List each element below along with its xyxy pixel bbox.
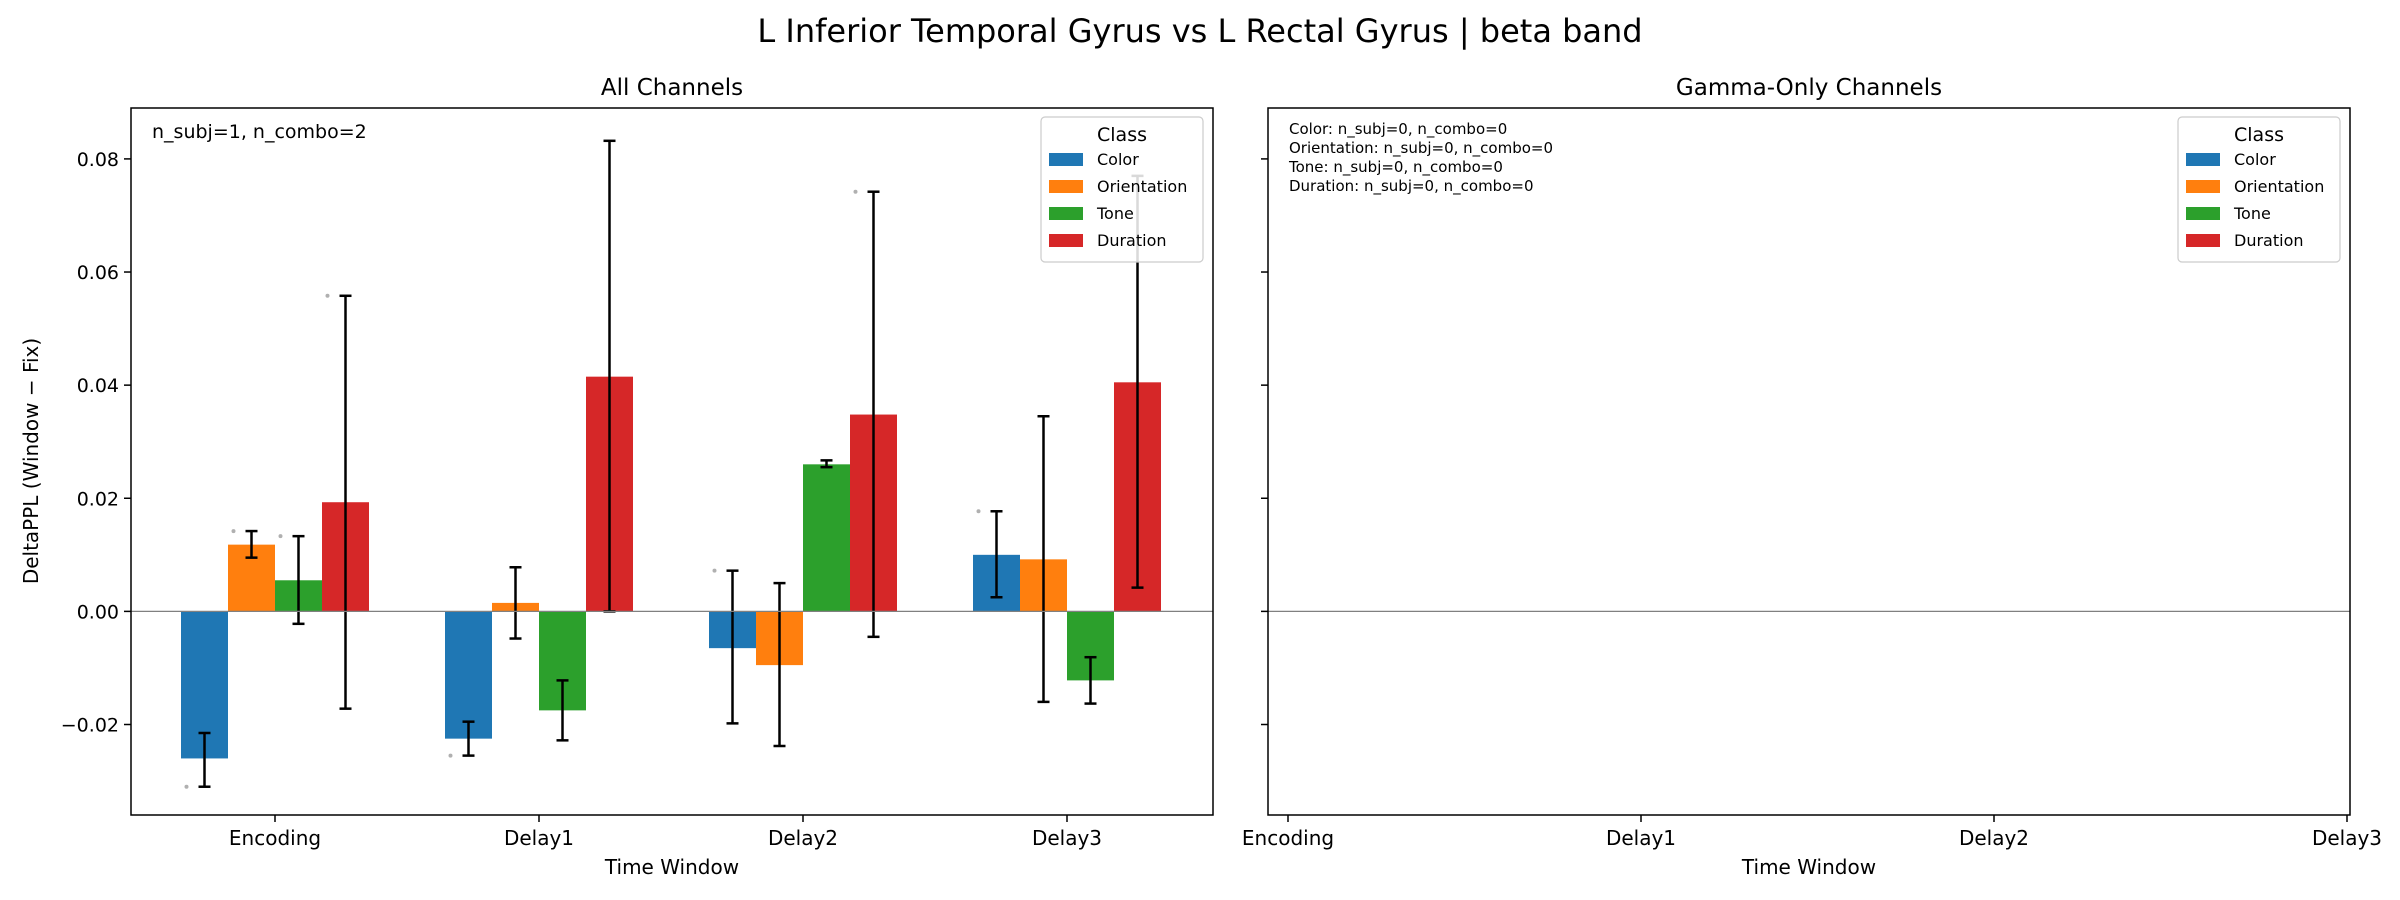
legend-label-duration: Duration xyxy=(2234,231,2304,250)
legend: Class Color Orientation Tone Duration xyxy=(2177,116,2341,263)
x-tick-label: Encoding xyxy=(229,826,321,850)
figure-suptitle: L Inferior Temporal Gyrus vs L Rectal Gy… xyxy=(757,12,1642,50)
legend-label-orientation: Orientation xyxy=(1097,177,1187,196)
panel-all-channels: All Channels −0.02 0.00 0.02 0.04 0.06 0.08 E… xyxy=(19,75,1214,879)
y-tick-label: 0.02 xyxy=(77,488,119,510)
axes-frame xyxy=(130,107,1214,816)
data-point xyxy=(448,753,453,758)
legend-title: Class xyxy=(1097,124,1147,146)
y-tick-label: 0.00 xyxy=(77,601,119,623)
annotation-line: Duration: n_subj=0, n_combo=0 xyxy=(1289,177,1534,196)
panel-title: Gamma-Only Channels xyxy=(1676,75,1942,101)
legend-swatch-color xyxy=(1049,153,1083,166)
y-axis-label: DeltaPPL (Window − Fix) xyxy=(19,338,43,584)
axes-frame xyxy=(1267,107,2351,816)
legend-label-color: Color xyxy=(1097,150,1139,169)
x-tick-label: Delay1 xyxy=(1606,826,1676,850)
annotation-line: Color: n_subj=0, n_combo=0 xyxy=(1289,120,1507,139)
legend-label-tone: Tone xyxy=(1096,204,1134,223)
legend-label-tone: Tone xyxy=(2233,204,2271,223)
y-tick-label: 0.04 xyxy=(77,375,119,397)
legend-swatch-duration xyxy=(1049,234,1083,247)
x-tick-label: Delay3 xyxy=(2312,826,2382,850)
data-point xyxy=(712,568,717,573)
data-point xyxy=(231,529,236,534)
y-tick-label: −0.02 xyxy=(61,715,119,737)
x-tick-label: Delay2 xyxy=(1959,826,2029,850)
panel-title: All Channels xyxy=(601,75,743,101)
legend-swatch-orientation xyxy=(2186,180,2220,193)
x-tick-label: Encoding xyxy=(1242,826,1334,850)
annotation-line: Tone: n_subj=0, n_combo=0 xyxy=(1288,158,1503,177)
y-tick-label: 0.06 xyxy=(77,262,119,284)
data-point xyxy=(853,189,858,194)
legend-swatch-tone xyxy=(1049,207,1083,220)
sample-size-annotation: n_subj=1, n_combo=2 xyxy=(152,121,367,143)
x-tick-label: Delay3 xyxy=(1032,826,1102,850)
x-axis-label: Time Window xyxy=(604,855,739,879)
panel-gamma-only-channels: Gamma-Only Channels Encoding Delay1 Delay2… xyxy=(1242,75,2382,879)
bar-tone-delay2 xyxy=(803,464,850,612)
legend-swatch-orientation xyxy=(1049,180,1083,193)
data-point xyxy=(278,534,283,539)
legend-label-duration: Duration xyxy=(1097,231,1167,250)
annotation-line: Orientation: n_subj=0, n_combo=0 xyxy=(1289,139,1553,158)
y-tick-label: 0.08 xyxy=(77,149,119,171)
data-point xyxy=(976,509,981,514)
x-tick-label: Delay1 xyxy=(504,826,574,850)
bar-color-delay1 xyxy=(445,611,492,739)
data-point xyxy=(184,784,189,789)
legend-title: Class xyxy=(2234,124,2284,146)
sample-size-annotations: Color: n_subj=0, n_combo=0 Orientation: … xyxy=(1288,120,1553,196)
legend-swatch-tone xyxy=(2186,207,2220,220)
legend-swatch-color xyxy=(2186,153,2220,166)
legend-label-orientation: Orientation xyxy=(2234,177,2324,196)
x-axis-label: Time Window xyxy=(1741,855,1876,879)
legend-swatch-duration xyxy=(2186,234,2220,247)
x-tick-label: Delay2 xyxy=(768,826,838,850)
data-point xyxy=(325,293,330,298)
legend: Class Color Orientation Tone Duration xyxy=(1040,116,1204,263)
legend-label-color: Color xyxy=(2234,150,2276,169)
